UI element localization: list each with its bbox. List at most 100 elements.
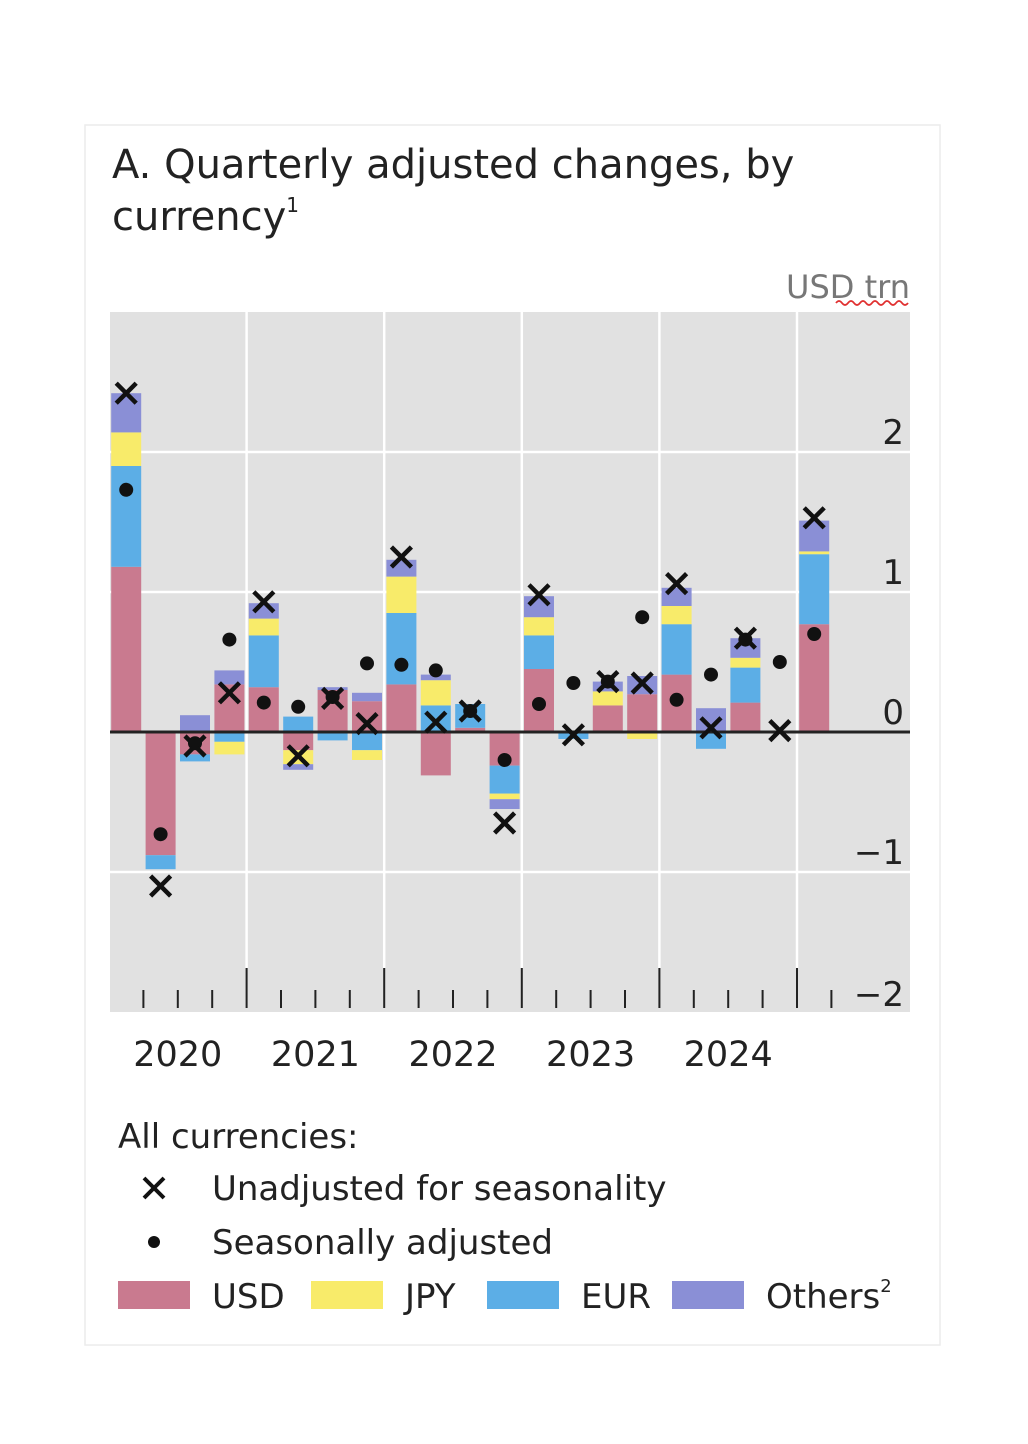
- bar-usd: [386, 684, 417, 732]
- marker-seasonally-adjusted: [704, 667, 718, 682]
- bar-usd: [730, 702, 761, 732]
- marker-unadjusted: [114, 381, 138, 405]
- bar-others: [317, 687, 348, 690]
- bar-eur: [524, 635, 554, 669]
- bar-eur: [696, 732, 726, 749]
- bar-jpy: [420, 680, 451, 706]
- bar-eur: [283, 716, 314, 732]
- bar-eur: [489, 765, 520, 794]
- legend-swatch-others: [672, 1281, 744, 1309]
- bar-eur: [730, 667, 761, 703]
- legend-label-others: Others: [766, 1277, 880, 1317]
- marker-unadjusted: [802, 506, 826, 530]
- bar-jpy: [489, 793, 520, 800]
- marker-seasonally-adjusted: [153, 827, 168, 842]
- legend: All currencies: Unadjusted for seasonali…: [118, 1117, 892, 1317]
- x-tick-label: 2024: [684, 1035, 773, 1075]
- bar-jpy: [111, 432, 142, 466]
- y-axis-ticks: 2 1 0 −1 −2: [854, 413, 904, 1015]
- title-footnote: 1: [286, 193, 299, 217]
- marker-unadjusted: [424, 710, 448, 734]
- bar-usd: [352, 701, 382, 732]
- marker-seasonally-adjusted: [566, 676, 581, 690]
- y-tick-label: −2: [854, 975, 904, 1015]
- bar-jpy: [661, 606, 692, 625]
- marker-unadjusted: [252, 590, 276, 614]
- spellcheck-squiggle: [835, 300, 909, 306]
- y-tick-label: −1: [854, 833, 904, 873]
- chart-title-currency: currency: [112, 194, 286, 240]
- bar-eur: [111, 466, 142, 567]
- legend-label-others-wrap: Others2: [766, 1276, 892, 1317]
- unit-label: USD trn: [786, 268, 910, 306]
- x-tick-label: 2022: [408, 1035, 497, 1075]
- bar-others: [489, 799, 520, 809]
- legend-swatch-jpy: [311, 1281, 383, 1309]
- bar-eur: [799, 554, 830, 625]
- y-tick-label: 1: [882, 553, 904, 593]
- bar-others: [180, 715, 210, 732]
- chart-title: A. Quarterly adjusted changes, by: [112, 142, 794, 188]
- bar-others: [214, 670, 245, 685]
- bar-others: [524, 596, 554, 618]
- legend-label-jpy: JPY: [403, 1277, 456, 1317]
- marker-seasonally-adjusted: [360, 656, 374, 671]
- marker-unadjusted: [217, 681, 241, 705]
- legend-label-unadjusted: Unadjusted for seasonality: [212, 1169, 666, 1209]
- x-tick-label: 2023: [546, 1035, 635, 1075]
- bar-eur: [352, 732, 382, 751]
- chart-title-line2: currency1: [112, 193, 299, 240]
- legend-heading: All currencies:: [118, 1117, 359, 1157]
- bar-others: [696, 708, 726, 732]
- bar-eur: [420, 705, 451, 732]
- marker-seasonally-adjusted: [291, 699, 306, 714]
- bar-eur: [214, 732, 245, 742]
- y-tick-label: 0: [882, 693, 904, 733]
- legend-label-usd: USD: [212, 1277, 285, 1317]
- bar-jpy: [214, 741, 245, 755]
- marker-unadjusted: [183, 734, 207, 758]
- bar-others: [661, 587, 692, 606]
- bar-jpy: [592, 691, 623, 706]
- y-tick-label: 2: [882, 413, 904, 453]
- marker-unadjusted: [149, 874, 173, 898]
- legend-swatch-usd: [118, 1281, 190, 1309]
- bar-eur: [661, 624, 692, 675]
- bar-usd: [799, 624, 830, 732]
- x-tick-label: 2020: [133, 1035, 222, 1075]
- bar-usd: [627, 694, 658, 732]
- marker-unadjusted: [768, 719, 792, 743]
- bar-usd: [592, 705, 623, 732]
- marker-seasonally-adjusted: [497, 753, 512, 767]
- bar-jpy: [730, 657, 761, 668]
- legend-dot-icon: [148, 1236, 160, 1248]
- marker-seasonally-adjusted: [119, 482, 134, 497]
- bar-eur: [180, 754, 210, 762]
- bar-jpy: [248, 618, 279, 636]
- marker-unadjusted: [561, 723, 585, 747]
- bar-jpy: [627, 732, 658, 739]
- marker-unadjusted: [355, 712, 379, 736]
- marker-seasonally-adjusted: [772, 655, 787, 669]
- x-axis-ticks: 2020 2021 2022 2023 2024: [133, 968, 833, 1075]
- marker-unadjusted: [321, 686, 345, 710]
- plot-area: [110, 312, 910, 1012]
- marker-unadjusted: [527, 583, 551, 607]
- bar-usd: [420, 732, 451, 776]
- bar-others: [352, 692, 382, 702]
- gridlines: [110, 312, 910, 968]
- bar-others: [283, 764, 314, 770]
- legend-label-eur: EUR: [581, 1277, 651, 1317]
- marker-seasonally-adjusted: [256, 695, 271, 710]
- bar-others: [386, 559, 417, 577]
- bar-eur: [317, 732, 348, 741]
- bar-jpy: [352, 750, 382, 760]
- marker-seasonally-adjusted: [807, 627, 822, 641]
- marker-unadjusted: [458, 699, 482, 723]
- bar-eur: [145, 855, 176, 870]
- bar-usd: [455, 727, 486, 732]
- marker-unadjusted: [286, 744, 310, 768]
- marker-unadjusted: [630, 671, 654, 695]
- bar-jpy: [386, 576, 417, 613]
- marker-seasonally-adjusted: [635, 610, 650, 625]
